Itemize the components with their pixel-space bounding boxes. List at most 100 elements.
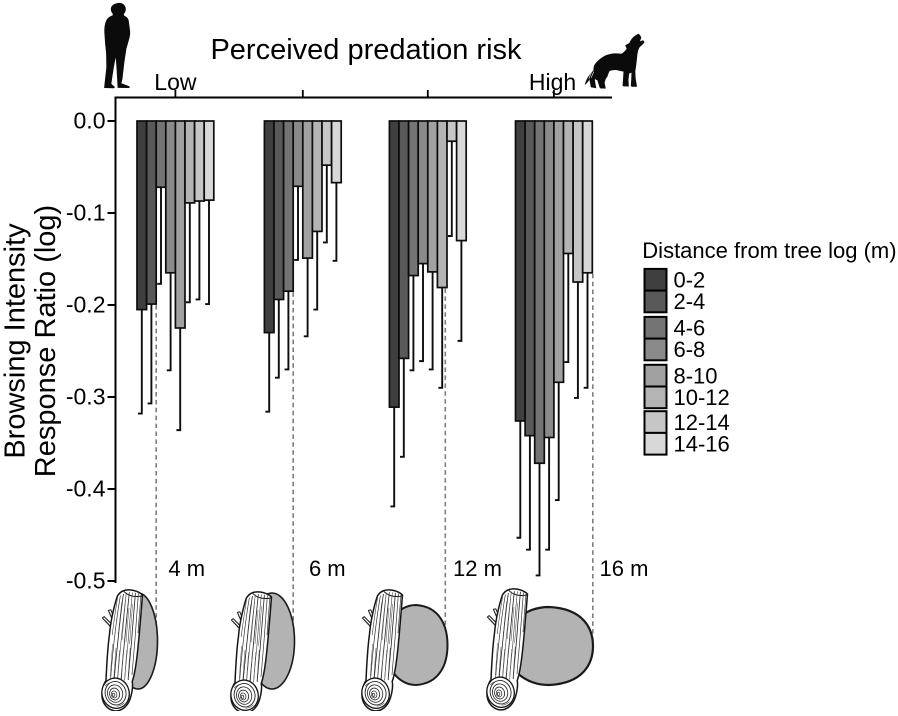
bar — [193, 120, 206, 202]
bar — [155, 120, 167, 189]
bar — [572, 120, 584, 283]
bar — [273, 120, 285, 301]
error-bar — [428, 271, 434, 371]
bar-group-12m — [388, 120, 468, 508]
y-tick-label: 0.0 — [74, 108, 106, 134]
error-bar — [147, 304, 153, 405]
log-length-label: 6 m — [309, 556, 346, 581]
y-tick-label: -0.3 — [66, 384, 106, 410]
legend-label: 8-10 — [674, 363, 718, 388]
legend-label: 4-6 — [674, 315, 706, 340]
log-length-label: 12 m — [453, 556, 502, 581]
bar — [562, 120, 574, 255]
bar — [136, 120, 148, 311]
bar-group-16m — [514, 120, 594, 577]
human-silhouette-icon — [104, 2, 131, 89]
log-length-label: 16 m — [600, 556, 649, 581]
legend-title: Distance from tree log (m) — [642, 238, 896, 263]
legend-swatch — [643, 410, 668, 434]
error-bar — [195, 201, 201, 301]
legend-label: 0-2 — [674, 267, 706, 292]
bar — [311, 120, 323, 233]
bar — [455, 120, 468, 242]
error-bar — [545, 437, 551, 551]
legend-label: 12-14 — [674, 410, 730, 435]
error-bar — [166, 272, 172, 372]
legend-label: 14-16 — [674, 431, 730, 456]
y-tick-label: -0.2 — [66, 292, 106, 318]
error-bar — [516, 420, 522, 539]
bar — [524, 120, 536, 437]
y-tick-label: -0.4 — [66, 476, 106, 502]
bar — [543, 120, 555, 439]
error-bar — [409, 275, 415, 372]
bar — [263, 120, 275, 334]
bar — [145, 120, 158, 305]
bar — [203, 120, 215, 201]
bar — [388, 120, 400, 408]
legend-swatch — [643, 431, 668, 456]
error-bar — [157, 187, 162, 285]
error-bar — [205, 200, 210, 306]
legend-label: 6-8 — [674, 337, 706, 362]
bar — [426, 120, 439, 273]
chart-title: Perceived predation risk — [210, 34, 522, 66]
error-bar — [176, 328, 182, 432]
error-bar — [265, 332, 271, 413]
legend-swatch — [643, 289, 668, 314]
bar — [407, 120, 420, 277]
low-risk-label: Low — [154, 69, 197, 95]
legend-swatch — [643, 315, 668, 340]
error-bar — [448, 141, 453, 237]
legend-swatch — [643, 337, 668, 362]
error-bar — [574, 282, 579, 399]
legend: Distance from tree log (m) 0-22-44-66-88-… — [642, 238, 896, 456]
bar — [282, 120, 295, 293]
bar-group-6m — [263, 120, 343, 413]
bar — [581, 120, 594, 274]
bar-groups — [136, 120, 594, 577]
log-length-label: 4 m — [168, 556, 205, 581]
error-bar — [275, 299, 280, 379]
bar — [292, 120, 304, 188]
bar — [301, 120, 314, 259]
legend-swatch — [643, 267, 668, 292]
error-bar — [564, 253, 570, 363]
y-axis-label-line1: Browsing Intensity — [0, 223, 32, 459]
error-bar — [390, 407, 396, 508]
bar — [417, 120, 429, 265]
error-bar — [303, 258, 309, 338]
wolf-tail-detail — [588, 70, 594, 79]
bar — [330, 120, 343, 184]
bar — [398, 120, 410, 360]
error-bar — [535, 463, 541, 577]
bar — [514, 120, 526, 422]
error-bar — [294, 186, 299, 261]
bar — [321, 120, 333, 167]
legend-label: 2-4 — [674, 289, 706, 314]
high-risk-label: High — [529, 69, 576, 95]
legend-label: 10-12 — [674, 385, 730, 410]
legend-swatch — [643, 363, 668, 388]
error-bar — [400, 358, 405, 458]
error-bar — [186, 202, 191, 304]
error-bar — [554, 382, 560, 501]
error-bar — [332, 182, 338, 262]
y-tick-label: -0.5 — [66, 568, 106, 594]
error-bar — [138, 309, 143, 415]
error-bar — [583, 272, 589, 389]
axes: 0.0 -0.1 -0.2 -0.3 -0.4 -0.5 — [66, 90, 612, 594]
wolf-silhouette-icon — [584, 33, 645, 89]
error-bar — [438, 287, 444, 389]
y-tick-label: -0.1 — [66, 200, 106, 226]
error-bar — [419, 263, 424, 363]
bar-group-4m — [136, 120, 215, 432]
bar — [553, 120, 565, 384]
legend-swatch — [643, 385, 668, 410]
bar — [174, 120, 186, 329]
bar — [164, 120, 177, 274]
bar — [533, 120, 546, 465]
